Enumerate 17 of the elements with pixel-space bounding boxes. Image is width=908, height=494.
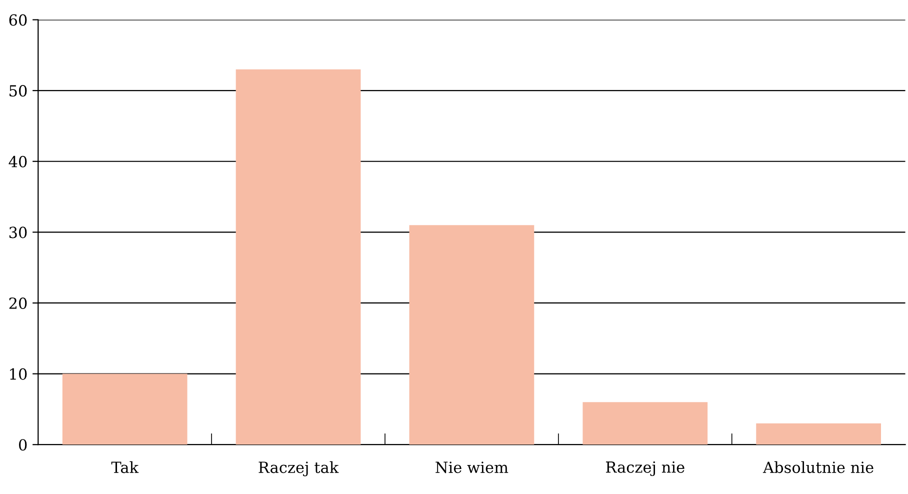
x-tick-label: Absolutnie nie <box>762 461 874 474</box>
bar <box>409 225 534 445</box>
x-tick-label: Tak <box>111 461 139 474</box>
y-tick-label: 30 <box>9 226 27 238</box>
y-tick-label: 10 <box>10 368 27 380</box>
x-tick-label: Raczej tak <box>258 461 339 476</box>
x-tick-label: Nie wiem <box>436 462 508 474</box>
bar <box>582 402 708 445</box>
y-tick-label: 60 <box>9 14 27 26</box>
bar <box>62 374 188 445</box>
y-tick-label: 50 <box>10 85 27 97</box>
bar <box>756 423 881 445</box>
y-tick-label: 20 <box>9 297 27 310</box>
y-tick-label: 0 <box>19 439 27 451</box>
bar <box>236 69 361 445</box>
x-tick-label: Raczej nie <box>606 461 684 476</box>
y-tick-label: 40 <box>8 156 27 168</box>
